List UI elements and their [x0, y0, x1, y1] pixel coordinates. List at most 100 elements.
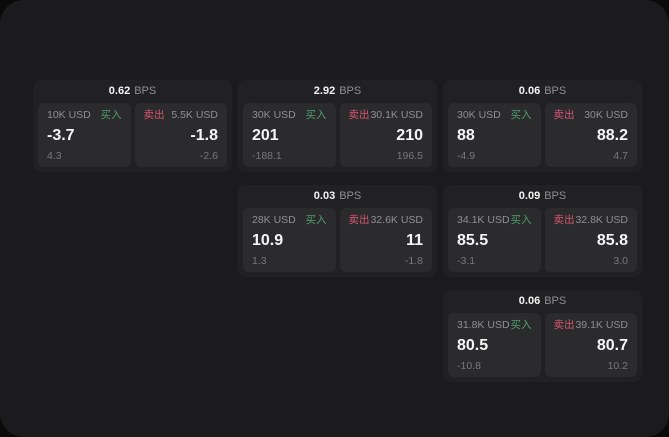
- buy-price: 80.5: [457, 336, 489, 354]
- buy-delta: -10.8: [457, 359, 481, 372]
- buy-side-label: 买入: [510, 109, 532, 121]
- spread-value: 0.06: [518, 295, 541, 307]
- buy-side-label: 买入: [100, 109, 122, 121]
- spread-header: 0.06 BPS: [448, 290, 637, 313]
- buy-cell-top: 30K USD 买入: [252, 110, 327, 121]
- buy-cell-top: 30K USD 买入: [457, 110, 532, 121]
- sell-delta: 10.2: [607, 359, 628, 372]
- sell-quote-cell[interactable]: 卖出 5.5K USD -1.8 -2.6: [134, 103, 227, 167]
- sell-side-label: 卖出: [143, 109, 165, 121]
- spread-unit-label: BPS: [339, 190, 362, 202]
- spread-value: 0.06: [518, 85, 541, 97]
- buy-price: 88: [457, 126, 475, 144]
- sell-side-label: 卖出: [348, 214, 370, 226]
- quote-card: 0.62 BPS 10K USD 买入 -3.7 4.3 卖出 5.5K USD…: [33, 80, 232, 172]
- buy-amount: 30K USD: [252, 109, 296, 121]
- quote-body: 28K USD 买入 10.9 1.3 卖出 32.6K USD 11 -1.8: [243, 208, 432, 272]
- spread-header: 0.03 BPS: [243, 185, 432, 208]
- sell-cell-top: 卖出 39.1K USD: [554, 320, 629, 331]
- sell-delta: -1.8: [404, 254, 423, 267]
- sell-amount: 39.1K USD: [575, 319, 628, 331]
- spread-unit-label: BPS: [134, 85, 157, 97]
- sell-amount: 30K USD: [584, 109, 628, 121]
- sell-quote-cell[interactable]: 卖出 39.1K USD 80.7 10.2: [544, 313, 637, 377]
- sell-amount: 32.8K USD: [575, 214, 628, 226]
- quote-card: 0.03 BPS 28K USD 买入 10.9 1.3 卖出 32.6K US…: [238, 185, 437, 277]
- sell-side-label: 卖出: [348, 109, 370, 121]
- spread-header: 0.06 BPS: [448, 80, 637, 103]
- sell-price: 85.8: [596, 231, 628, 249]
- sell-price: -1.8: [190, 126, 218, 144]
- sell-quote-cell[interactable]: 卖出 30.1K USD 210 196.5: [339, 103, 432, 167]
- buy-cell-top: 10K USD 买入: [47, 110, 122, 121]
- buy-side-label: 买入: [510, 214, 532, 226]
- sell-delta: 196.5: [396, 149, 423, 162]
- cards-grid: 0.62 BPS 10K USD 买入 -3.7 4.3 卖出 5.5K USD…: [33, 80, 642, 382]
- quote-body: 34.1K USD 买入 85.5 -3.1 卖出 32.8K USD 85.8…: [448, 208, 637, 272]
- spread-header: 0.09 BPS: [448, 185, 637, 208]
- buy-amount: 10K USD: [47, 109, 91, 121]
- quote-card: 0.06 BPS 31.8K USD 买入 80.5 -10.8 卖出 39.1…: [443, 290, 642, 382]
- buy-side-label: 买入: [305, 109, 327, 121]
- sell-cell-top: 卖出 32.6K USD: [349, 215, 424, 226]
- buy-quote-cell[interactable]: 30K USD 买入 201 -188.1: [243, 103, 336, 167]
- sell-amount: 5.5K USD: [171, 109, 218, 121]
- quote-card: 2.92 BPS 30K USD 买入 201 -188.1 卖出 30.1K …: [238, 80, 437, 172]
- sell-delta: 3.0: [613, 254, 628, 267]
- buy-side-label: 买入: [305, 214, 327, 226]
- buy-price: -3.7: [47, 126, 75, 144]
- sell-quote-cell[interactable]: 卖出 32.8K USD 85.8 3.0: [544, 208, 637, 272]
- spread-value: 0.62: [108, 85, 131, 97]
- spread-unit-label: BPS: [544, 85, 567, 97]
- buy-delta: -4.9: [457, 149, 476, 162]
- sell-price: 11: [406, 231, 423, 249]
- sell-cell-top: 卖出 30K USD: [554, 110, 629, 121]
- buy-price: 201: [252, 126, 279, 144]
- buy-quote-cell[interactable]: 31.8K USD 买入 80.5 -10.8: [448, 313, 541, 377]
- spread-value: 2.92: [313, 85, 336, 97]
- buy-side-label: 买入: [510, 319, 532, 331]
- spread-header: 2.92 BPS: [243, 80, 432, 103]
- buy-quote-cell[interactable]: 30K USD 买入 88 -4.9: [448, 103, 541, 167]
- sell-quote-cell[interactable]: 卖出 30K USD 88.2 4.7: [544, 103, 637, 167]
- spread-unit-label: BPS: [544, 295, 567, 307]
- buy-amount: 28K USD: [252, 214, 296, 226]
- buy-amount: 34.1K USD: [457, 214, 510, 226]
- spread-unit-label: BPS: [544, 190, 567, 202]
- quote-body: 31.8K USD 买入 80.5 -10.8 卖出 39.1K USD 80.…: [448, 313, 637, 377]
- buy-delta: -188.1: [252, 149, 282, 162]
- spread-header: 0.62 BPS: [38, 80, 227, 103]
- sell-side-label: 卖出: [553, 319, 575, 331]
- buy-cell-top: 31.8K USD 买入: [457, 320, 532, 331]
- buy-delta: 4.3: [47, 149, 62, 162]
- spread-value: 0.03: [313, 190, 336, 202]
- buy-quote-cell[interactable]: 10K USD 买入 -3.7 4.3: [38, 103, 131, 167]
- buy-price: 85.5: [457, 231, 489, 249]
- buy-cell-top: 28K USD 买入: [252, 215, 327, 226]
- sell-price: 80.7: [596, 336, 628, 354]
- quote-body: 10K USD 买入 -3.7 4.3 卖出 5.5K USD -1.8 -2.…: [38, 103, 227, 167]
- sell-price: 88.2: [596, 126, 628, 144]
- buy-quote-cell[interactable]: 28K USD 买入 10.9 1.3: [243, 208, 336, 272]
- sell-quote-cell[interactable]: 卖出 32.6K USD 11 -1.8: [339, 208, 432, 272]
- quote-body: 30K USD 买入 201 -188.1 卖出 30.1K USD 210 1…: [243, 103, 432, 167]
- sell-side-label: 卖出: [553, 214, 575, 226]
- quote-card: 0.06 BPS 30K USD 买入 88 -4.9 卖出 30K USD 8…: [443, 80, 642, 172]
- buy-cell-top: 34.1K USD 买入: [457, 215, 532, 226]
- sell-amount: 30.1K USD: [370, 109, 423, 121]
- sell-side-label: 卖出: [553, 109, 575, 121]
- sell-delta: -2.6: [199, 149, 218, 162]
- sell-delta: 4.7: [613, 149, 628, 162]
- sell-cell-top: 卖出 32.8K USD: [554, 215, 629, 226]
- buy-amount: 30K USD: [457, 109, 501, 121]
- buy-amount: 31.8K USD: [457, 319, 510, 331]
- sell-cell-top: 卖出 30.1K USD: [349, 110, 424, 121]
- spread-unit-label: BPS: [339, 85, 362, 97]
- buy-delta: 1.3: [252, 254, 267, 267]
- buy-quote-cell[interactable]: 34.1K USD 买入 85.5 -3.1: [448, 208, 541, 272]
- sell-price: 210: [396, 126, 423, 144]
- sell-amount: 32.6K USD: [370, 214, 423, 226]
- buy-delta: -3.1: [457, 254, 476, 267]
- quote-body: 30K USD 买入 88 -4.9 卖出 30K USD 88.2 4.7: [448, 103, 637, 167]
